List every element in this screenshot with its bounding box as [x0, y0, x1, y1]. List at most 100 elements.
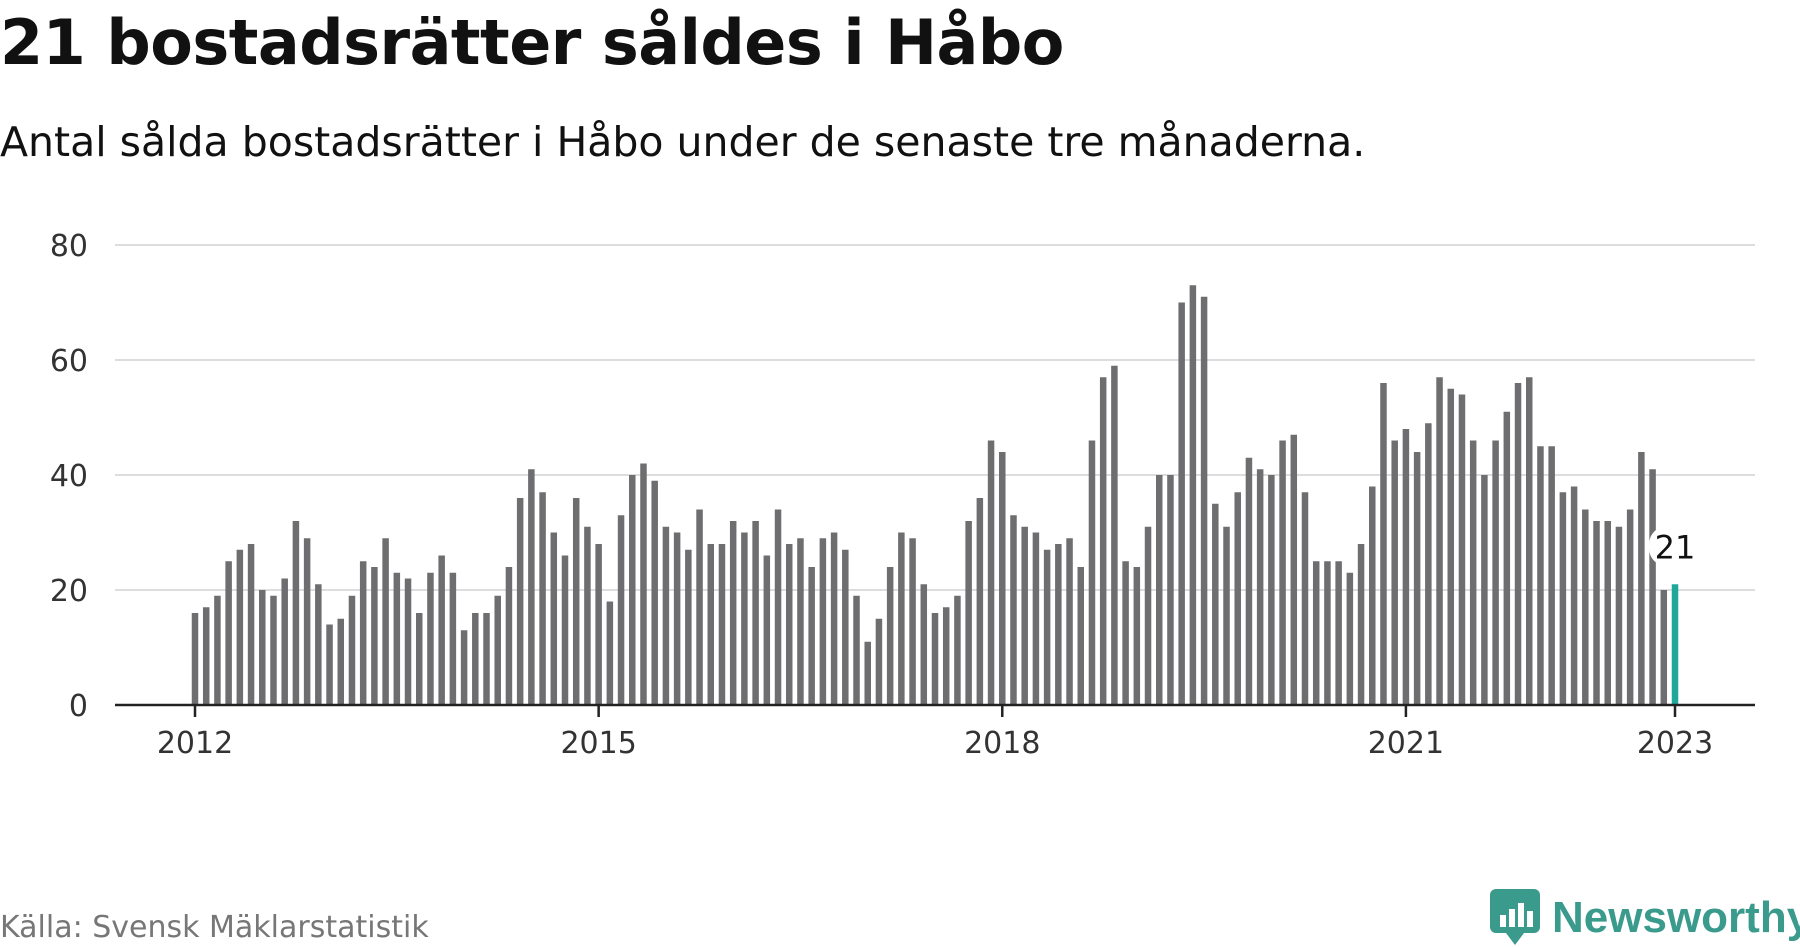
- newsworthy-brand[interactable]: Newsworthy: [1490, 888, 1800, 948]
- bar: [1021, 526, 1028, 705]
- chart-title: 21 bostadsrätter såldes i Håbo: [0, 6, 1064, 79]
- source-note: Källa: Svensk Mäklarstatistik: [0, 910, 429, 945]
- bar: [999, 452, 1006, 705]
- bar: [662, 526, 670, 705]
- bar: [931, 613, 939, 705]
- bar: [1413, 452, 1421, 705]
- bar: [1178, 302, 1185, 705]
- bar-highlight: [1671, 584, 1679, 705]
- bar: [830, 532, 838, 705]
- last-value-label: 21: [1655, 528, 1696, 566]
- bar: [483, 613, 490, 705]
- bar: [1638, 452, 1645, 705]
- bar: [270, 595, 277, 705]
- bar: [1066, 538, 1073, 705]
- bar: [707, 544, 715, 705]
- bar: [909, 538, 916, 705]
- bar: [595, 544, 602, 705]
- bar: [1615, 526, 1623, 705]
- bar: [214, 595, 221, 705]
- bar: [1122, 561, 1129, 705]
- y-tick-label: 20: [50, 574, 88, 609]
- bar: [718, 544, 726, 705]
- bar: [942, 607, 950, 705]
- bar: [1458, 394, 1466, 705]
- x-tick-label: 2021: [1368, 726, 1444, 761]
- y-tick-label: 0: [69, 689, 88, 724]
- bar: [864, 641, 871, 705]
- bar: [1010, 515, 1017, 705]
- bar: [1256, 469, 1264, 705]
- bar: [1391, 440, 1398, 705]
- bar: [1144, 526, 1152, 705]
- bar: [315, 584, 322, 705]
- bar: [1324, 561, 1331, 705]
- bar: [1032, 532, 1040, 705]
- bar: [303, 538, 311, 705]
- bar: [640, 463, 647, 705]
- bar: [247, 544, 255, 705]
- bar: [785, 544, 793, 705]
- x-axis: 2012 2015 2018 2021 2023: [115, 703, 1755, 761]
- bar: [797, 538, 804, 705]
- bar: [1155, 475, 1163, 705]
- bar: [1346, 572, 1354, 705]
- bar: [516, 498, 524, 705]
- bar: [1200, 296, 1208, 705]
- chart-subtitle: Antal sålda bostadsrätter i Håbo under d…: [0, 118, 1366, 166]
- bar: [281, 578, 288, 705]
- bar: [1234, 492, 1241, 705]
- bar: [348, 595, 356, 705]
- bar: [696, 509, 703, 705]
- bar: [1481, 475, 1488, 705]
- bar: [359, 561, 367, 705]
- bar: [774, 509, 782, 705]
- bar: [326, 624, 333, 705]
- bar: [729, 521, 737, 705]
- bar: [1212, 503, 1219, 705]
- bar: [1537, 446, 1544, 705]
- bar: [763, 555, 771, 705]
- bar: [572, 498, 580, 705]
- bar: [1099, 377, 1107, 705]
- bar: [976, 498, 984, 705]
- bar: [920, 584, 928, 705]
- bar: [1380, 383, 1387, 705]
- value-label-halo: [1649, 526, 1701, 567]
- bar: [1290, 434, 1298, 705]
- bar: [382, 538, 389, 705]
- bar: [1548, 446, 1555, 705]
- bar: [1559, 492, 1567, 705]
- x-tick-label: 2012: [157, 726, 233, 761]
- bar: [1055, 544, 1062, 705]
- bar: [371, 567, 378, 705]
- bar: [853, 595, 860, 705]
- bar: [1223, 526, 1230, 705]
- bar: [191, 613, 199, 705]
- bar: [651, 480, 658, 705]
- bar: [617, 515, 625, 705]
- bar: [505, 567, 513, 705]
- bar: [584, 526, 591, 705]
- bar: [1268, 475, 1275, 705]
- bar: [1436, 377, 1443, 705]
- bar: [606, 601, 614, 705]
- bar: [1335, 561, 1342, 705]
- bar: [1077, 567, 1085, 705]
- bar: [550, 532, 558, 705]
- bars: [191, 285, 1679, 705]
- bar: [898, 532, 905, 705]
- bar: [415, 613, 423, 705]
- bar: [528, 469, 535, 705]
- bar: [1525, 377, 1533, 705]
- y-axis-ticks: 0 20 40 60 80: [50, 229, 88, 724]
- y-tick-label: 80: [50, 229, 88, 264]
- bar: [1514, 383, 1522, 705]
- bar: [1425, 423, 1432, 705]
- bar: [1402, 429, 1410, 705]
- x-tick-label: 2015: [560, 726, 636, 761]
- bar: [1626, 509, 1634, 705]
- bar: [202, 607, 210, 705]
- bar: [673, 532, 681, 705]
- bar: [886, 567, 894, 705]
